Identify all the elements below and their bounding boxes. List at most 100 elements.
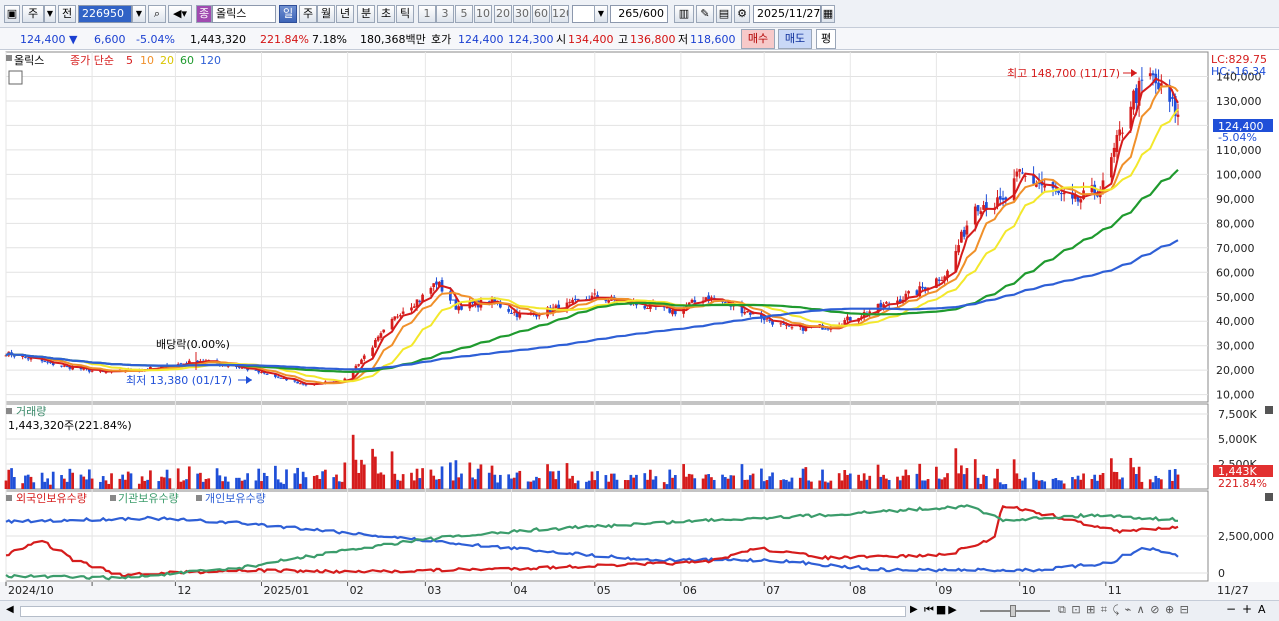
period-tab[interactable]: 분 — [357, 5, 375, 23]
candle-body — [282, 377, 286, 379]
interval-tab[interactable]: 20 — [494, 5, 512, 23]
prev-button[interactable]: 전 — [58, 5, 76, 23]
volume-bar — [101, 476, 105, 489]
draw-icon[interactable]: ✎ — [696, 5, 714, 23]
scroll-track[interactable] — [20, 606, 906, 617]
period-tab[interactable]: 틱 — [396, 5, 414, 23]
scroll-bar[interactable]: ◀ ▶ ⏮■▶ ⧉ ⊡ ⊞ ⌗ ⤹ ⌁ ∧ ⊘ ⊕ ⊟ − + A — [0, 600, 1279, 621]
volume-bar — [557, 470, 561, 489]
candle-body — [726, 302, 730, 304]
layout-icon[interactable]: ▣ — [4, 5, 20, 23]
candle-body — [765, 318, 769, 320]
gear-icon[interactable]: ⚙ — [734, 5, 750, 23]
zoom-in-icon[interactable]: + — [1242, 602, 1253, 616]
volume-bar — [324, 469, 327, 489]
date-input[interactable]: 2025/11/27 — [753, 5, 821, 23]
volume-ratio: 221.84% — [260, 33, 309, 46]
period-tab[interactable]: 초 — [377, 5, 395, 23]
volume-bar — [921, 480, 924, 489]
candle-body — [962, 229, 966, 237]
scroll-right-icon[interactable]: ▶ — [910, 604, 918, 615]
volume-bar — [821, 469, 824, 489]
table-icon[interactable] — [8, 70, 23, 85]
candle-body — [1021, 172, 1024, 174]
candle-body — [818, 324, 822, 326]
volume-bar — [32, 482, 36, 489]
search-icon[interactable]: ⌕ — [148, 5, 166, 23]
candle-icon[interactable]: ▥ — [674, 5, 694, 23]
period-tab[interactable]: 일 — [279, 5, 297, 23]
volume-bar — [71, 472, 75, 489]
average-button[interactable]: 평 — [816, 29, 836, 49]
playback-controls[interactable]: ⏮■▶ — [924, 603, 959, 616]
volume-bar — [340, 481, 344, 489]
sell-button[interactable]: 매도 — [778, 29, 812, 49]
market-dropdown-icon[interactable]: ▼ — [44, 5, 56, 23]
volume-bar — [565, 463, 569, 489]
open-label: 시 — [556, 33, 567, 46]
volume-bar — [807, 480, 810, 489]
interval-tab[interactable]: 3 — [436, 5, 454, 23]
volume-bar — [596, 471, 599, 489]
price-pane — [5, 51, 1209, 403]
period-tab[interactable]: 주 — [299, 5, 317, 23]
volume-bar — [740, 464, 744, 489]
interval-dropdown-icon[interactable]: ▼ — [594, 5, 608, 23]
interval-tab[interactable]: 30 — [513, 5, 531, 23]
volume-bar — [21, 483, 25, 489]
volume-bar — [437, 479, 441, 489]
volume-bar — [68, 468, 72, 489]
volume-bar — [335, 474, 338, 489]
count-field[interactable]: 265/600 — [610, 5, 668, 23]
candle-body — [374, 340, 377, 348]
code-dropdown-icon[interactable]: ▼ — [132, 5, 146, 23]
candle-body — [490, 297, 494, 304]
volume-bar — [262, 472, 266, 489]
volume-bar — [1121, 477, 1124, 489]
volume-close-icon[interactable] — [1265, 406, 1273, 414]
volume-bar — [371, 448, 374, 489]
zoom-out-icon[interactable]: − — [1226, 602, 1237, 616]
speaker-icon[interactable]: ◀▾ — [168, 5, 192, 23]
candle-body — [907, 291, 910, 294]
tool-icons[interactable]: ⧉ ⊡ ⊞ ⌗ ⤹ ⌁ ∧ ⊘ ⊕ ⊟ — [1058, 603, 1190, 616]
volume-bar — [937, 478, 941, 489]
interval-tab[interactable]: 5 — [455, 5, 473, 23]
zoom-slider-handle[interactable] — [1010, 605, 1016, 617]
candle-body — [804, 325, 808, 331]
volume-bar — [837, 473, 841, 489]
volume-bar — [257, 468, 261, 489]
foreign-holding-line — [5, 505, 1179, 578]
font-size-icon[interactable]: A — [1258, 603, 1266, 616]
interval-tab[interactable]: 120 — [551, 5, 569, 23]
save-icon[interactable]: ▤ — [716, 5, 732, 23]
candle-body — [918, 286, 922, 297]
code-input[interactable]: 226950 — [78, 5, 132, 23]
interval-tab[interactable]: 60 — [532, 5, 550, 23]
bid-price: 124,300 — [508, 33, 554, 46]
buy-button[interactable]: 매수 — [741, 29, 775, 49]
interval-tab[interactable]: 10 — [474, 5, 492, 23]
calendar-icon[interactable]: ▦ — [821, 5, 835, 23]
candle-body — [354, 365, 358, 370]
interval-tab[interactable]: 1 — [418, 5, 436, 23]
volume-bar — [646, 479, 649, 489]
volume-bar — [826, 482, 830, 489]
holding-close-icon[interactable] — [1265, 493, 1273, 501]
volume-bar — [510, 478, 513, 489]
volume-bar — [46, 478, 50, 489]
volume-bar — [885, 478, 888, 489]
volume-bar — [90, 478, 94, 489]
volume-bar — [401, 474, 405, 489]
ma-line-10 — [5, 85, 1179, 385]
market-select[interactable]: 주 — [22, 5, 44, 23]
scroll-left-icon[interactable]: ◀ — [6, 604, 14, 615]
candle-body — [1012, 178, 1016, 201]
stock-name-field[interactable]: 올릭스 — [212, 5, 276, 23]
volume-bar — [1057, 480, 1060, 489]
candle-body — [1115, 135, 1119, 152]
period-tab[interactable]: 년 — [336, 5, 354, 23]
period-tab[interactable]: 월 — [317, 5, 335, 23]
volume-bar — [201, 481, 205, 489]
candle-body — [671, 309, 674, 315]
